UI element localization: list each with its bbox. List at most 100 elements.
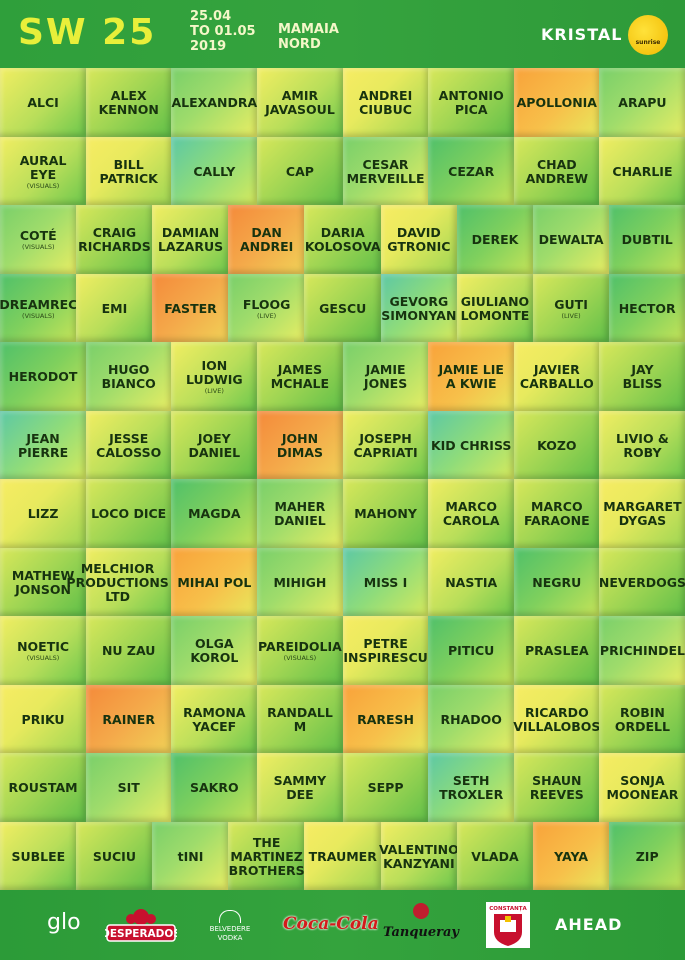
- lineup-row: PRIKU RAINER RAMONA YACEF RANDALL M RARESH RH…: [0, 684, 685, 753]
- artist-tile: DAMIAN LAZARUS: [152, 205, 229, 274]
- artist-tile: SUBLEE: [0, 821, 77, 890]
- artist-tile: NEGRU: [513, 547, 600, 616]
- artist-name: ALCI: [27, 95, 59, 111]
- artist-name: KOZO: [537, 437, 577, 453]
- artist-tile: DEWALTA: [532, 205, 610, 274]
- artist-tile: HERODOT: [0, 342, 87, 411]
- artist-name: DAMIAN LAZARUS: [157, 225, 224, 255]
- artist-tile: CAP: [256, 136, 343, 205]
- artist-note: (VISUALS): [22, 243, 55, 252]
- artist-name: DEREK: [471, 232, 519, 248]
- artist-tile: PRIKU: [0, 684, 87, 753]
- artist-tile: FLOOG (LIVE): [228, 273, 305, 342]
- artist-tile: MIHIGH: [256, 547, 343, 616]
- lineup-row: ROUSTAM SIT SAKRO SAMMY DEE SEPP SETH TROXLER…: [0, 753, 685, 822]
- artist-name: CHAD ANDREW: [525, 156, 589, 186]
- artist-tile: CESAR MERVEILLE: [342, 136, 429, 205]
- artist-tile: THE MARTINEZ BROTHERS: [228, 821, 305, 890]
- artist-tile: GEVORG SIMONYAN: [380, 273, 458, 342]
- artist-name: VLADA: [471, 848, 519, 864]
- festival-dates: 25.04 TO 01.05 2019: [190, 9, 256, 54]
- artist-tile: JOSEPH CAPRIATI: [342, 410, 429, 479]
- artist-tile: EMI: [76, 273, 153, 342]
- artist-name: ARAPU: [618, 95, 667, 111]
- artist-name: CALLY: [193, 163, 236, 179]
- tanqueray-logo: Tanqueray: [381, 903, 461, 940]
- artist-tile: PITICU: [428, 616, 515, 685]
- artist-name: MARCO CAROLA: [442, 499, 500, 529]
- artist-tile: FASTER: [152, 273, 229, 342]
- artist-tile: ANDREI CIUBUC: [342, 68, 429, 137]
- artist-tile: JAMIE JONES: [342, 342, 429, 411]
- artist-name: SONJA MOONEAR: [606, 773, 679, 803]
- artist-tile: MAHER DANIEL: [256, 479, 343, 548]
- artist-name: NOETIC: [17, 639, 70, 655]
- artist-name: PITICU: [448, 643, 495, 659]
- artist-tile: MIHAI POL: [171, 547, 258, 616]
- artist-tile: GESCU: [304, 273, 382, 342]
- artist-tile: DUBTIL: [608, 205, 685, 274]
- artist-tile: VALENTINO KANZYANI: [379, 821, 459, 890]
- lineup-row: SUBLEE SUCIU tINI THE MARTINEZ BROTHERS TRAU…: [0, 821, 685, 890]
- artist-tile: ALEXANDRA: [171, 68, 258, 137]
- artist-tile: COTÉ (VISUALS): [0, 205, 77, 274]
- lineup-row: AURAL EYE (VISUALS) BILL PATRICK CALLY CAP CE…: [0, 136, 685, 205]
- constanta-crest-logo: CONSTANȚA: [486, 902, 530, 948]
- artist-tile: ZIP: [608, 821, 685, 890]
- artist-name: NEGRU: [532, 574, 582, 590]
- artist-tile: RAINER: [85, 684, 172, 753]
- artist-tile: SUCIU: [76, 821, 153, 890]
- artist-name: MATHEW JONSON: [11, 567, 75, 597]
- tanqueray-seal-icon: [413, 903, 429, 919]
- artist-tile: RHADOO: [428, 684, 515, 753]
- artist-tile: PAREIDOLIA (VISUALS): [256, 616, 343, 685]
- artist-name: PRASLEA: [524, 643, 589, 659]
- desperados-logo: DESPERADOS: [105, 909, 177, 942]
- artist-name: ROBIN ORDELL: [614, 704, 670, 734]
- artist-name: SIT: [117, 780, 140, 796]
- artist-name: ANTONIO PICA: [438, 88, 504, 118]
- artist-tile: CHARLIE: [599, 136, 685, 205]
- artist-name: CESAR MERVEILLE: [346, 156, 425, 186]
- artist-name: PETRE INSPIRESCU: [343, 636, 428, 666]
- sunrise-logo-icon: sunrise: [628, 15, 668, 55]
- date-end: TO 01.05: [190, 24, 256, 39]
- artist-tile: JAY BLISS: [599, 342, 685, 411]
- artist-name: JOHN DIMAS: [276, 430, 324, 460]
- artist-name: DARIA KOLOSOVA: [304, 225, 381, 255]
- artist-name: GESCU: [319, 300, 367, 316]
- artist-name: ZIP: [635, 848, 659, 864]
- artist-name: HUGO BIANCO: [101, 362, 156, 392]
- artist-tile: NEVERDOGS: [599, 547, 685, 616]
- artist-tile: ARAPU: [599, 68, 685, 137]
- constanta-label: CONSTANȚA: [489, 906, 527, 912]
- belvedere-crest-icon: [219, 910, 241, 923]
- artist-tile: YAYA: [532, 821, 610, 890]
- artist-tile: CRAIG RICHARDS: [76, 205, 153, 274]
- artist-tile: CHAD ANDREW: [513, 136, 600, 205]
- artist-note: (LIVE): [204, 387, 224, 396]
- belvedere-sub: VODKA: [217, 934, 243, 942]
- artist-tile: SHAUN REEVES: [513, 753, 600, 822]
- artist-tile: JESSE CALOSSO: [85, 410, 172, 479]
- artist-name: FASTER: [164, 300, 217, 316]
- artist-name: RARESH: [357, 711, 415, 727]
- artist-name: JESSE CALOSSO: [96, 430, 162, 460]
- artist-name: YAYA: [554, 848, 588, 864]
- artist-tile: JEAN PIERRE: [0, 410, 87, 479]
- artist-note: (LIVE): [561, 311, 581, 320]
- artist-tile: PRICHINDEL: [599, 616, 685, 685]
- artist-note: (VISUALS): [283, 654, 317, 663]
- artist-tile: AURAL EYE (VISUALS): [0, 136, 87, 205]
- artist-tile: DAN ANDREI: [228, 205, 305, 274]
- lineup-row: NOETIC (VISUALS) NU ZAU OLGA KOROL PAREIDOLI…: [0, 616, 685, 685]
- artist-name: VALENTINO KANZYANI: [378, 841, 459, 871]
- artist-name: FLOOG: [242, 296, 291, 312]
- artist-tile: ROBIN ORDELL: [599, 684, 685, 753]
- artist-tile: ALEX KENNON: [85, 68, 172, 137]
- sponsor-bar: glo DESPERADOS BELVEDERE VODKA Coca-Cola…: [0, 890, 685, 960]
- artist-name: LOCO DICE: [91, 506, 167, 522]
- artist-note: (VISUALS): [22, 311, 55, 320]
- artist-name: ANDREI CIUBUC: [358, 88, 413, 118]
